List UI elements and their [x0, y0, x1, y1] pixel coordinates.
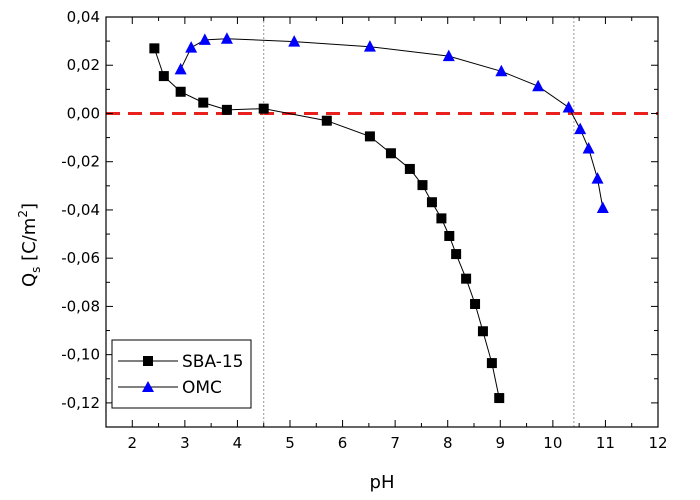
y-axis-title: Qs [C/m2] [16, 203, 43, 287]
data-point [470, 299, 481, 309]
y-tick-label: -0,02 [61, 153, 100, 171]
data-point [574, 122, 587, 135]
data-point [426, 197, 437, 208]
y-axis-title-subscript: s [29, 267, 43, 273]
data-point [417, 180, 428, 191]
legend-box [111, 339, 252, 409]
y-axis-title-superscript: 2 [16, 210, 30, 218]
y-tick-label: 0,00 [67, 104, 100, 122]
data-point [532, 79, 545, 92]
legend-label-omc: OMC [182, 378, 222, 398]
x-tick-label: 7 [390, 434, 400, 452]
x-axis-title: pH [370, 472, 395, 493]
y-axis-title-unit-close: ] [19, 203, 40, 210]
legend-marker-omc [142, 381, 154, 392]
data-point [442, 49, 455, 62]
data-point [321, 115, 332, 126]
data-point [444, 230, 455, 241]
y-tick-label: -0,06 [61, 249, 100, 267]
data-point [477, 326, 488, 337]
y-tick-label: -0,08 [61, 297, 100, 315]
data-point [562, 100, 575, 113]
data-point [461, 273, 472, 284]
series-sba-15 [149, 43, 505, 404]
data-point [258, 103, 269, 114]
x-tick-label: 9 [496, 434, 506, 452]
axes: 2 3 4 5 6 7 8 9 10 11 12 0,04 0,02 0,00 -0,02 -0,04 -0,0… [61, 8, 667, 452]
data-point [486, 358, 497, 369]
data-point [158, 71, 169, 82]
y-axis-title-unit-open: [C/m [19, 218, 40, 267]
data-point [494, 393, 505, 404]
x-tick-label: 11 [596, 434, 615, 452]
legend: SBA-15 OMC [111, 339, 252, 409]
x-tick-label: 4 [233, 434, 243, 452]
data-point [591, 172, 604, 184]
reference-lines [106, 17, 658, 427]
data-point [174, 62, 187, 75]
data-point [451, 249, 462, 260]
series-layer [149, 32, 609, 404]
series-omc [174, 32, 609, 214]
y-tick-label: 0,04 [67, 8, 100, 26]
y-tick-label: -0,04 [61, 201, 100, 219]
x-tick-label: 3 [180, 434, 190, 452]
data-point [385, 148, 396, 159]
plot-frame [105, 16, 659, 428]
data-point [363, 40, 376, 52]
legend-label-sba15: SBA-15 [182, 352, 243, 372]
x-tick-label: 12 [648, 434, 667, 452]
x-tick-label: 6 [338, 434, 348, 452]
data-point [436, 213, 447, 224]
x-tick-label: 8 [443, 434, 453, 452]
data-point [364, 131, 375, 142]
data-point [185, 41, 198, 53]
data-point [198, 33, 211, 45]
data-point [221, 104, 232, 115]
legend-marker-sba15 [143, 356, 153, 366]
data-point [495, 64, 508, 77]
data-point [220, 32, 233, 44]
x-tick-label: 10 [543, 434, 562, 452]
y-tick-label: -0,12 [61, 394, 100, 412]
data-point [149, 43, 160, 54]
x-tick-label: 5 [285, 434, 295, 452]
y-tick-label: -0,10 [61, 346, 100, 364]
x-tick-label: 2 [128, 434, 138, 452]
y-tick-label: 0,02 [67, 56, 100, 74]
data-point [596, 201, 609, 214]
data-point [404, 163, 415, 174]
data-point [582, 141, 595, 154]
y-axis-title-base: Q [19, 273, 40, 287]
data-point [288, 35, 301, 47]
data-point [198, 97, 209, 108]
data-point [175, 86, 186, 97]
